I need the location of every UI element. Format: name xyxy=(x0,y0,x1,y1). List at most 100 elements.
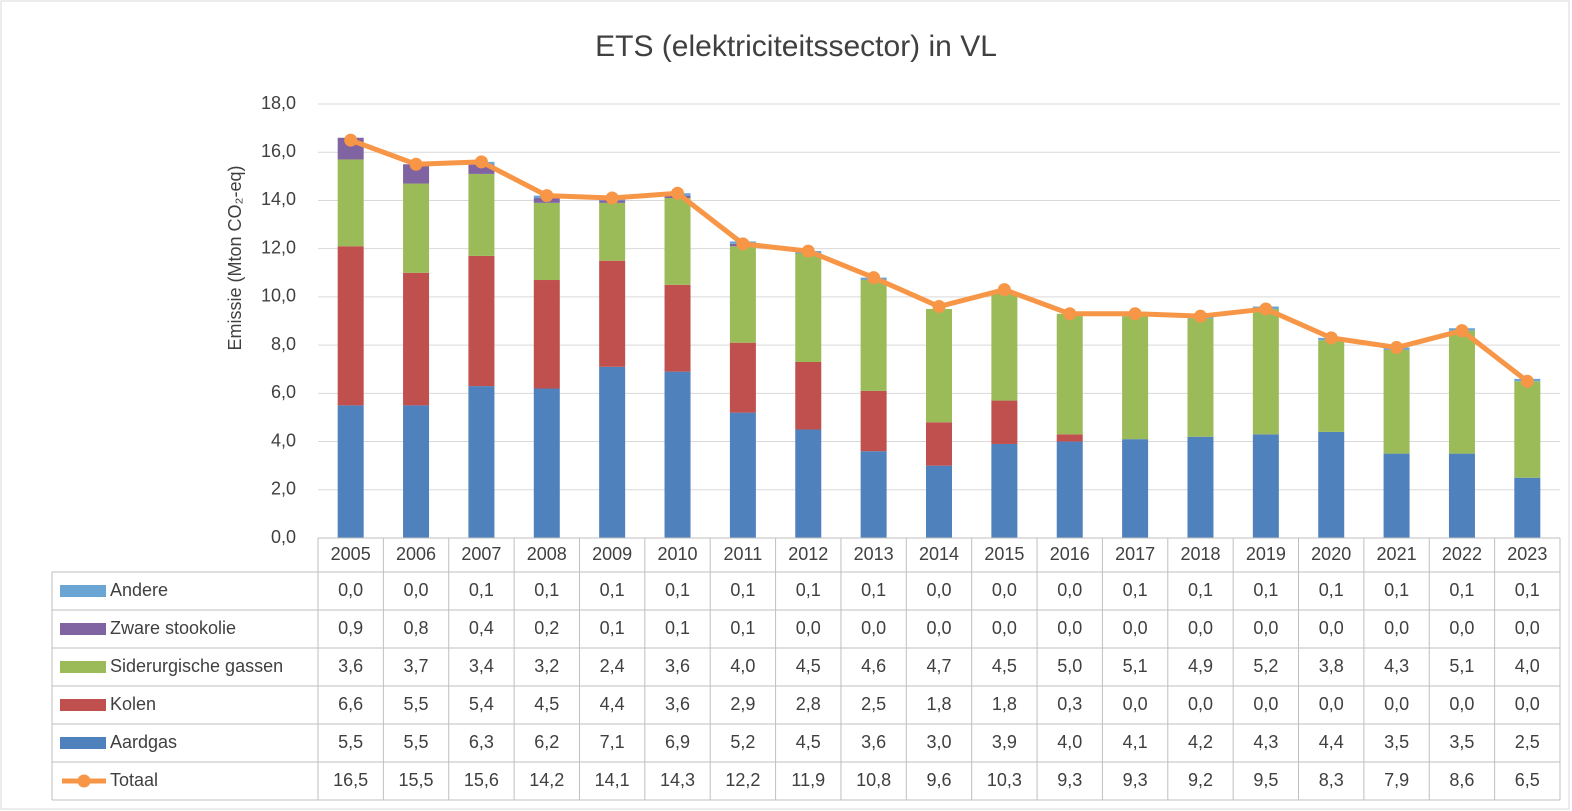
table-value: 10,3 xyxy=(987,770,1022,790)
total-marker xyxy=(801,244,815,258)
table-value: 3,5 xyxy=(1384,732,1409,752)
x-tick-label: 2006 xyxy=(396,544,436,564)
table-value: 5,1 xyxy=(1449,656,1474,676)
table-value: 0,1 xyxy=(1515,580,1540,600)
total-marker xyxy=(605,191,619,205)
bar-segment xyxy=(991,292,1018,401)
bar-segment xyxy=(860,451,887,538)
table-value: 9,2 xyxy=(1188,770,1213,790)
table-value: 14,2 xyxy=(529,770,564,790)
table-value: 14,3 xyxy=(660,770,695,790)
bar-segment xyxy=(403,272,430,406)
table-value: 8,6 xyxy=(1449,770,1474,790)
table-value: 15,6 xyxy=(464,770,499,790)
table-value: 0,4 xyxy=(469,618,494,638)
bar-segment xyxy=(795,253,822,362)
chart-title: ETS (elektriciteitssector) in VL xyxy=(595,30,997,63)
table-value: 3,2 xyxy=(534,656,559,676)
bar-segment xyxy=(599,260,626,367)
table-value: 5,1 xyxy=(1123,656,1148,676)
x-tick-label: 2023 xyxy=(1507,544,1547,564)
bar-segment xyxy=(403,164,430,184)
table-value: 0,0 xyxy=(861,618,886,638)
bar-segment xyxy=(337,159,364,247)
table-value: 0,1 xyxy=(1319,580,1344,600)
legend-swatch xyxy=(60,699,106,711)
bar-segment xyxy=(1252,308,1279,435)
table-value: 3,0 xyxy=(926,732,951,752)
table-value: 4,5 xyxy=(534,694,559,714)
table-value: 0,0 xyxy=(926,580,951,600)
bar-segment xyxy=(533,388,560,538)
table-value: 0,1 xyxy=(600,580,625,600)
y-tick-label: 2,0 xyxy=(271,479,296,499)
x-tick-label: 2019 xyxy=(1246,544,1286,564)
total-marker xyxy=(1128,307,1142,321)
x-tick-label: 2018 xyxy=(1180,544,1220,564)
table-value: 1,8 xyxy=(926,694,951,714)
table-value: 0,8 xyxy=(404,618,429,638)
total-marker xyxy=(409,157,423,171)
table-value: 3,6 xyxy=(338,656,363,676)
table-value: 0,1 xyxy=(1384,580,1409,600)
bar-segment xyxy=(926,308,952,423)
x-tick-label: 2008 xyxy=(527,544,567,564)
table-value: 0,0 xyxy=(404,580,429,600)
table-value: 5,4 xyxy=(469,694,494,714)
table-value: 4,9 xyxy=(1188,656,1213,676)
table-value: 4,3 xyxy=(1253,732,1278,752)
bar-segment xyxy=(664,198,691,285)
bar-segment xyxy=(1318,340,1345,432)
table-value: 4,0 xyxy=(1057,732,1082,752)
table-value: 0,0 xyxy=(1123,618,1148,638)
table-value: 10,8 xyxy=(856,770,891,790)
x-tick-label: 2005 xyxy=(331,544,371,564)
bar-segment xyxy=(795,361,822,430)
legend-swatch xyxy=(60,623,106,635)
x-tick-label: 2016 xyxy=(1050,544,1090,564)
bar-segment xyxy=(795,429,822,538)
total-marker xyxy=(997,283,1011,297)
table-value: 3,6 xyxy=(665,694,690,714)
bar-segment xyxy=(1383,453,1410,538)
total-marker xyxy=(867,271,881,285)
table-value: 0,1 xyxy=(600,618,625,638)
table-value: 0,1 xyxy=(730,618,755,638)
bar-segment xyxy=(729,412,756,538)
legend-label: Siderurgische gassen xyxy=(110,656,283,676)
bar-segment xyxy=(729,342,756,413)
x-tick-label: 2011 xyxy=(724,544,763,564)
x-tick-label: 2014 xyxy=(919,544,959,564)
table-value: 3,9 xyxy=(992,732,1017,752)
total-marker xyxy=(474,155,488,169)
x-tick-label: 2017 xyxy=(1115,544,1155,564)
x-tick-label: 2013 xyxy=(854,544,894,564)
y-tick-label: 4,0 xyxy=(271,430,296,450)
bar-segment xyxy=(991,443,1018,538)
table-value: 15,5 xyxy=(399,770,434,790)
x-tick-label: 2010 xyxy=(658,544,698,564)
table-value: 4,5 xyxy=(796,656,821,676)
table-value: 16,5 xyxy=(333,770,368,790)
total-marker xyxy=(932,300,946,314)
bar-segment xyxy=(599,202,626,261)
table-value: 2,5 xyxy=(1515,732,1540,752)
table-value: 3,4 xyxy=(469,656,494,676)
table-value: 6,6 xyxy=(338,694,363,714)
table-value: 0,0 xyxy=(1253,694,1278,714)
bar-segment xyxy=(403,183,430,273)
table-value: 6,2 xyxy=(534,732,559,752)
table-value: 0,1 xyxy=(796,580,821,600)
table-value: 0,0 xyxy=(926,618,951,638)
total-marker xyxy=(1455,324,1469,338)
bar-segment xyxy=(599,366,626,538)
table-value: 6,3 xyxy=(469,732,494,752)
table-value: 0,0 xyxy=(1384,694,1409,714)
bar-segment xyxy=(1318,431,1345,538)
table-value: 2,5 xyxy=(861,694,886,714)
table-value: 4,0 xyxy=(1515,656,1540,676)
legend-label: Aardgas xyxy=(110,732,177,752)
total-marker xyxy=(1063,307,1077,321)
